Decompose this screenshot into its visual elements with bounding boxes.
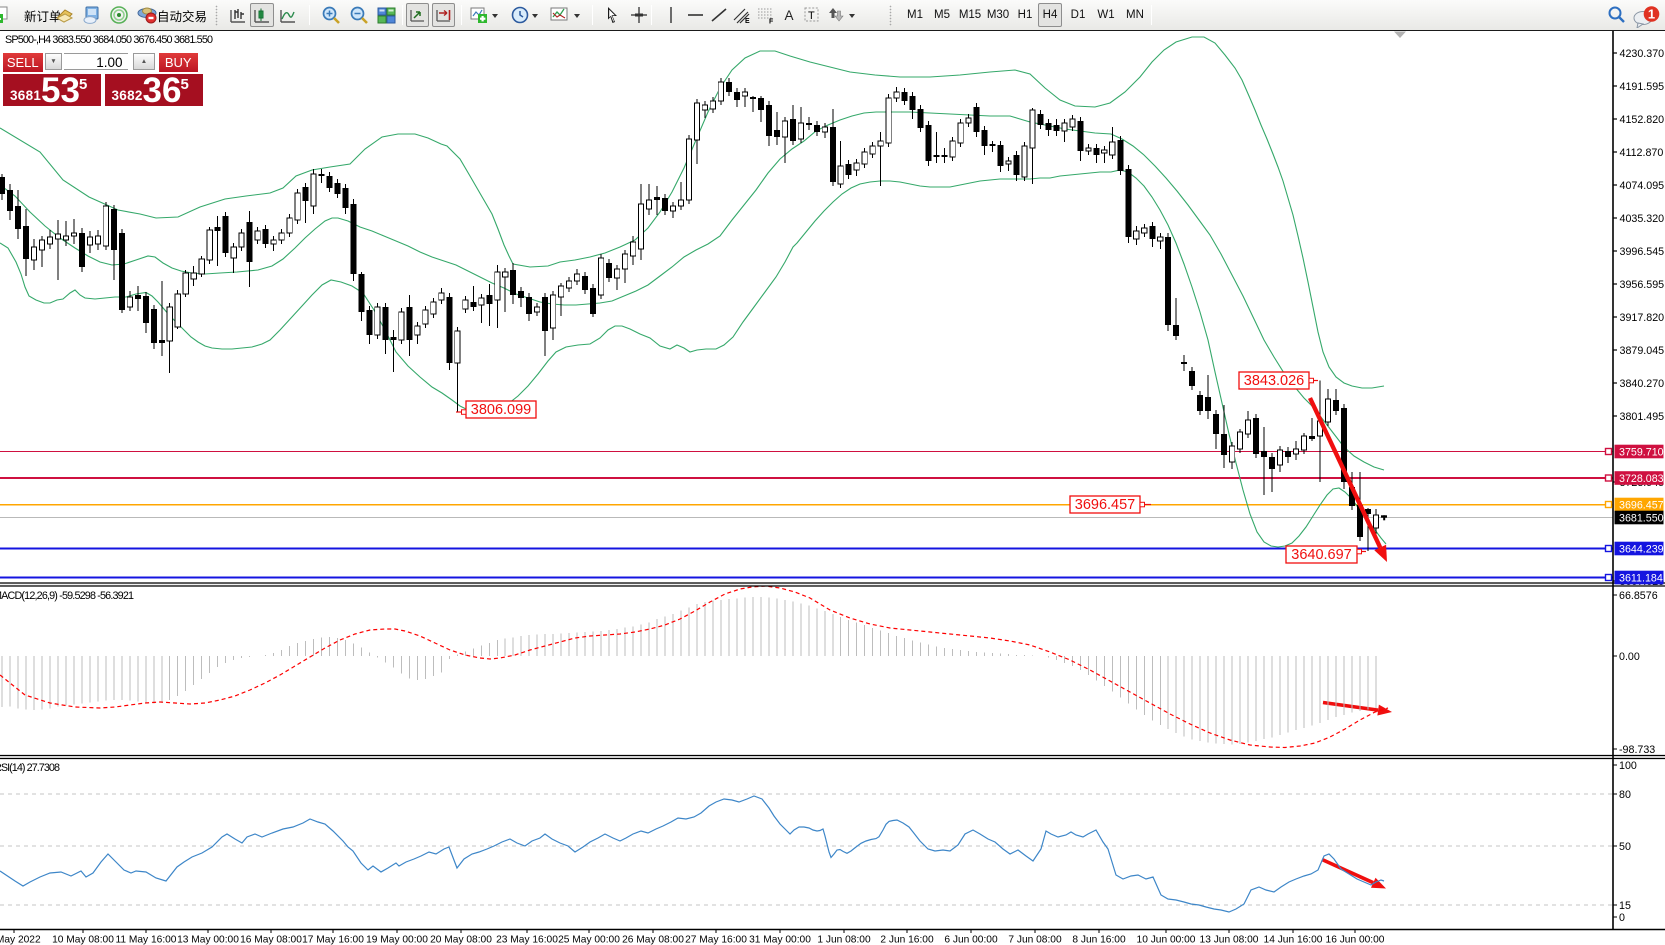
svg-text:MACD(12,26,9) -59.5298 -56.392: MACD(12,26,9) -59.5298 -56.3921 bbox=[0, 590, 134, 602]
svg-text:SP500-,H4 3683.550 3684.050 3: SP500-,H4 3683.550 3684.050 3676.450 368… bbox=[5, 34, 213, 46]
svg-text:3611.184: 3611.184 bbox=[1619, 573, 1663, 585]
svg-text:10 Jun 00:00: 10 Jun 00:00 bbox=[1137, 935, 1196, 945]
svg-text:-98.733: -98.733 bbox=[1619, 744, 1655, 756]
svg-text:19 May 00:00: 19 May 00:00 bbox=[366, 935, 428, 945]
svg-text:3917.820: 3917.820 bbox=[1620, 312, 1665, 324]
svg-text:2 Jun 16:00: 2 Jun 16:00 bbox=[880, 935, 934, 945]
svg-text:26 May 08:00: 26 May 08:00 bbox=[622, 935, 684, 945]
svg-text:4074.095: 4074.095 bbox=[1620, 180, 1665, 192]
svg-text:100: 100 bbox=[1619, 760, 1637, 772]
svg-text:F: F bbox=[769, 18, 774, 25]
svg-text:4230.370: 4230.370 bbox=[1620, 48, 1665, 60]
svg-text:RSI(14) 27.7308: RSI(14) 27.7308 bbox=[0, 762, 60, 774]
svg-text:16 Jun 00:00: 16 Jun 00:00 bbox=[1326, 935, 1385, 945]
svg-text:50: 50 bbox=[1619, 841, 1631, 853]
svg-text:16 May 08:00: 16 May 08:00 bbox=[240, 935, 302, 945]
svg-text:66.8576: 66.8576 bbox=[1619, 590, 1658, 602]
svg-text:3759.710: 3759.710 bbox=[1619, 447, 1664, 459]
svg-text:3801.495: 3801.495 bbox=[1620, 411, 1665, 423]
svg-text:3806.099: 3806.099 bbox=[471, 402, 531, 418]
svg-text:13 May 00:00: 13 May 00:00 bbox=[177, 935, 239, 945]
svg-text:3728.083: 3728.083 bbox=[1619, 473, 1664, 485]
svg-text:11 May 16:00: 11 May 16:00 bbox=[116, 935, 177, 945]
svg-text:17 May 16:00: 17 May 16:00 bbox=[302, 935, 364, 945]
svg-text:14 Jun 16:00: 14 Jun 16:00 bbox=[1264, 935, 1323, 945]
svg-text:3640.697: 3640.697 bbox=[1291, 547, 1351, 563]
svg-text:9 May 2022: 9 May 2022 bbox=[0, 935, 41, 945]
svg-text:3996.545: 3996.545 bbox=[1620, 246, 1665, 258]
svg-text:23 May 16:00: 23 May 16:00 bbox=[496, 935, 558, 945]
svg-text:3879.045: 3879.045 bbox=[1620, 345, 1665, 357]
svg-text:3956.595: 3956.595 bbox=[1620, 279, 1665, 291]
svg-text:E: E bbox=[745, 18, 750, 25]
svg-text:25 May 00:00: 25 May 00:00 bbox=[558, 935, 620, 945]
svg-text:7 Jun 08:00: 7 Jun 08:00 bbox=[1008, 935, 1062, 945]
svg-text:3840.270: 3840.270 bbox=[1620, 378, 1665, 390]
svg-text:T: T bbox=[808, 10, 815, 22]
svg-text:13 Jun 08:00: 13 Jun 08:00 bbox=[1200, 935, 1259, 945]
svg-text:15: 15 bbox=[1619, 900, 1631, 912]
svg-text:3696.457: 3696.457 bbox=[1619, 500, 1664, 512]
svg-text:80: 80 bbox=[1619, 789, 1631, 801]
svg-text:1: 1 bbox=[1648, 7, 1655, 22]
svg-text:3644.239: 3644.239 bbox=[1619, 544, 1664, 556]
svg-text:20 May 08:00: 20 May 08:00 bbox=[430, 935, 492, 945]
svg-text:31 May 00:00: 31 May 00:00 bbox=[749, 935, 811, 945]
svg-text:3681.550: 3681.550 bbox=[1619, 513, 1664, 525]
svg-text:10 May 08:00: 10 May 08:00 bbox=[52, 935, 114, 945]
svg-text:8 Jun 16:00: 8 Jun 16:00 bbox=[1072, 935, 1126, 945]
svg-text:6 Jun 00:00: 6 Jun 00:00 bbox=[944, 935, 998, 945]
svg-text:0: 0 bbox=[1619, 912, 1625, 924]
svg-text:3843.026: 3843.026 bbox=[1244, 373, 1304, 389]
svg-text:4035.320: 4035.320 bbox=[1620, 213, 1665, 225]
svg-text:4112.870: 4112.870 bbox=[1620, 147, 1664, 159]
svg-text:4191.595: 4191.595 bbox=[1620, 81, 1665, 93]
svg-text:0.00: 0.00 bbox=[1619, 651, 1640, 663]
svg-text:27 May 16:00: 27 May 16:00 bbox=[685, 935, 747, 945]
svg-text:3696.457: 3696.457 bbox=[1075, 497, 1135, 513]
svg-text:4152.820: 4152.820 bbox=[1620, 114, 1665, 126]
svg-text:1 Jun 08:00: 1 Jun 08:00 bbox=[817, 935, 871, 945]
